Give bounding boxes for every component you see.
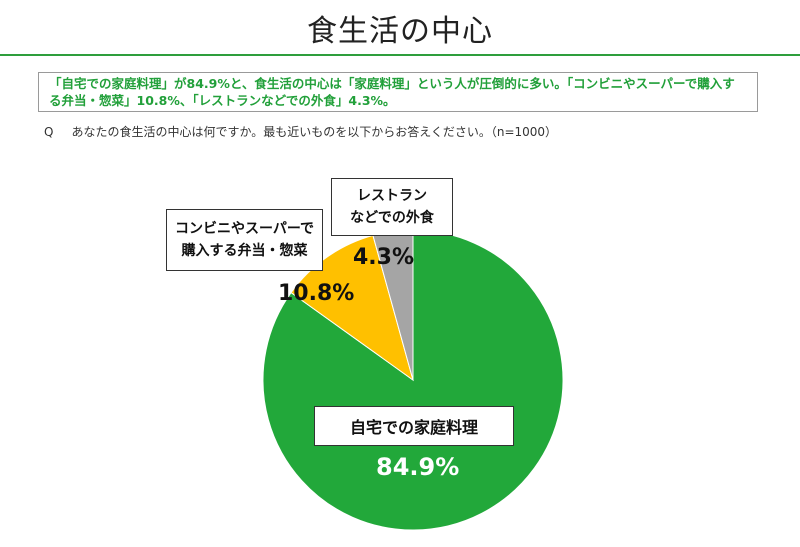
slice-label-line: 購入する弁当・惣菜: [181, 243, 308, 259]
page-title: 食生活の中心: [307, 14, 493, 49]
survey-question: Q あなたの食生活の中心は何ですか。最も近いものを以下からお答えください。（n=1…: [44, 123, 557, 140]
slice-label-home: 自宅での家庭料理: [314, 406, 514, 446]
summary-box: 「自宅での家庭料理」が84.9%と、食生活の中心は「家庭料理」という人が圧倒的に…: [38, 72, 758, 112]
summary-text: 「自宅での家庭料理」が84.9%と、食生活の中心は「家庭料理」という人が圧倒的に…: [49, 76, 735, 108]
question-text: あなたの食生活の中心は何ですか。最も近いものを以下からお答えください。（n=10…: [71, 125, 558, 139]
slice-value-conbini: 10.8%: [278, 281, 355, 306]
slice-label-text: 自宅での家庭料理: [349, 418, 478, 437]
slice-label-line: レストラン: [357, 188, 427, 204]
pie-slice-home: [262, 229, 564, 531]
slice-value-home: 84.9%: [376, 453, 460, 481]
question-marker: Q: [44, 125, 54, 139]
slice-label-restaurant: レストラン などでの外食: [331, 178, 453, 236]
slice-label-conbini: コンビニやスーパーで 購入する弁当・惣菜: [166, 209, 323, 271]
slice-label-line: などでの外食: [350, 210, 434, 226]
slice-value-restaurant: 4.3%: [353, 245, 415, 270]
slice-label-line: コンビニやスーパーで: [174, 221, 315, 237]
title-divider: [0, 54, 800, 56]
